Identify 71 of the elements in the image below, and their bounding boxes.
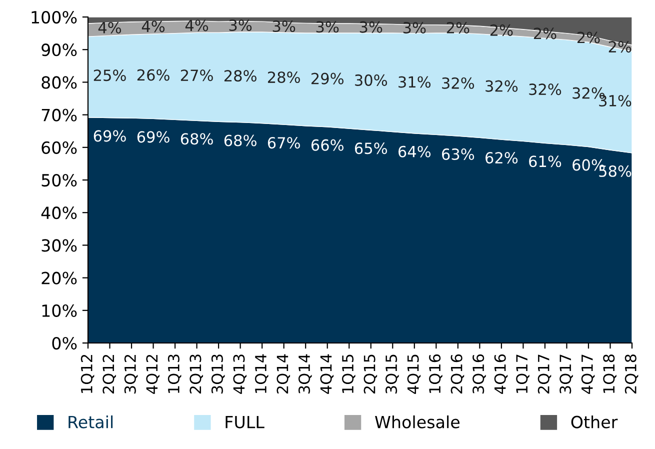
data-label: 3% (316, 21, 339, 33)
x-tick-label: 4Q17 (581, 354, 595, 394)
x-tick-label: 2Q14 (276, 354, 290, 394)
data-label: 28% (224, 70, 256, 82)
x-tick-label: 4Q16 (494, 354, 508, 394)
x-tick-label: 1Q17 (516, 354, 530, 393)
data-label: 68% (180, 133, 213, 145)
x-tick-label: 1Q15 (342, 354, 356, 393)
y-tick-label: 90% (42, 44, 77, 56)
x-tick-label: 2Q12 (102, 354, 116, 394)
x-tick-label: 2Q16 (450, 354, 464, 394)
x-tick-label: 3Q16 (472, 354, 486, 394)
data-label: 27% (180, 70, 213, 82)
x-tick-label: 3Q17 (560, 354, 573, 394)
legend-label: Other (571, 415, 618, 428)
data-label: 30% (355, 74, 388, 86)
x-tick-label: 3Q15 (386, 354, 399, 394)
data-label: 61% (529, 156, 562, 168)
data-label: 29% (312, 72, 344, 84)
x-tick-label: 1Q18 (603, 354, 616, 393)
x-tick-label: 1Q12 (80, 354, 94, 393)
data-label: 32% (529, 84, 562, 96)
x-tick-label: 1Q14 (254, 354, 268, 393)
y-tick-label: 100% (32, 10, 77, 24)
legend-label: FULL (226, 416, 264, 428)
data-label: 64% (398, 146, 431, 158)
y-tick-label: 40% (41, 206, 77, 220)
data-label: 3% (229, 19, 252, 32)
data-label: 31% (398, 76, 431, 88)
legend-label: Wholesale (375, 415, 460, 428)
data-label: 4% (142, 20, 165, 32)
data-label: 68% (224, 134, 256, 146)
x-tick-label: 3Q14 (298, 354, 312, 394)
y-tick-label: 10% (42, 304, 77, 317)
y-tick-label: 80% (42, 76, 77, 89)
y-tick-label: 30% (42, 239, 77, 252)
x-tick-label: 3Q13 (211, 354, 225, 394)
data-label: 66% (311, 139, 344, 151)
data-label: 3% (360, 21, 382, 33)
x-tick-label: 4Q14 (320, 354, 334, 394)
y-tick-label: 20% (42, 272, 77, 284)
x-tick-label: 2Q15 (364, 354, 378, 394)
x-tick-label: 4Q12 (146, 354, 160, 394)
data-label: 65% (354, 142, 388, 154)
data-label: 28% (268, 71, 300, 84)
x-tick-label: 2Q17 (538, 354, 552, 394)
data-label: 67% (268, 137, 300, 149)
y-tick-label: 0% (52, 336, 77, 350)
y-tick-label: 70% (42, 108, 77, 122)
x-tick-label: 1Q13 (168, 354, 182, 393)
data-label: 63% (442, 148, 474, 160)
data-label: 3% (403, 22, 426, 34)
data-label: 32% (442, 77, 474, 89)
text: Retail (68, 415, 113, 428)
x-tick-label: 4Q13 (233, 354, 247, 394)
data-label: 69% (94, 130, 126, 142)
x-tick-label: 4Q15 (407, 354, 421, 394)
data-label: 25% (94, 70, 126, 82)
data-label: 3% (272, 20, 296, 32)
data-label: 69% (137, 131, 170, 143)
data-label: 32% (486, 80, 518, 92)
x-tick-label: 3Q12 (124, 354, 138, 394)
data-label: 26% (137, 69, 170, 81)
x-tick-label: 2Q18 (624, 354, 638, 394)
y-tick-label: 60% (42, 141, 77, 154)
data-label: 4% (185, 20, 208, 32)
x-tick-label: 2Q13 (190, 354, 203, 394)
x-tick-label: 1Q16 (429, 354, 442, 393)
y-tick-label: 50% (42, 174, 77, 187)
data-label: 62% (486, 152, 518, 164)
data-label: 4% (98, 22, 122, 34)
